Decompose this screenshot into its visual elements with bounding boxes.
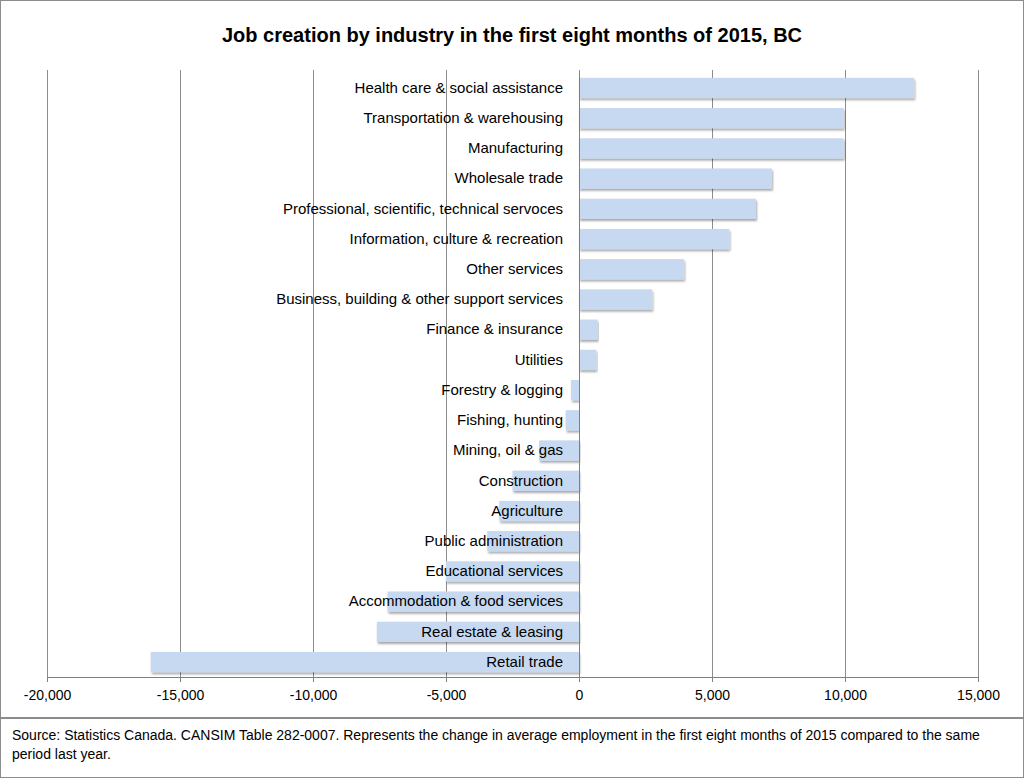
x-tick-label: -5,000	[427, 687, 467, 703]
grid-line	[579, 70, 580, 677]
bar	[579, 229, 729, 249]
category-tick: Utilities	[515, 351, 563, 368]
grid	[47, 70, 978, 677]
bar	[579, 138, 844, 158]
x-tick: -20,000	[24, 677, 72, 703]
bar	[579, 199, 756, 219]
category-tick: Construction	[479, 472, 563, 489]
grid-line	[845, 70, 846, 677]
x-tick-mark	[47, 677, 48, 682]
category-tick: Health care & social assistance	[355, 79, 563, 96]
category-tick: Mining, oil & gas	[453, 441, 563, 458]
bar	[579, 259, 684, 279]
x-axis-line	[48, 677, 979, 678]
x-tick-label: 0	[576, 687, 584, 703]
bar	[579, 78, 914, 98]
category-label: Public administration	[425, 532, 563, 549]
bar	[579, 289, 652, 309]
x-tick-label: 15,000	[957, 687, 1000, 703]
category-label: Mining, oil & gas	[453, 441, 563, 458]
bar	[566, 410, 579, 430]
x-tick-mark	[313, 677, 314, 682]
x-tick: -15,000	[157, 677, 205, 703]
category-label: Manufacturing	[468, 139, 563, 156]
category-label: Finance & insurance	[426, 320, 563, 337]
x-tick-label: -10,000	[290, 687, 338, 703]
source-frame	[1, 719, 1024, 778]
category-tick: Information, culture & recreation	[350, 230, 563, 247]
category-label: Professional, scientific, technical serv…	[283, 200, 563, 217]
chart-frame	[1, 1, 1024, 718]
category-label: Other services	[466, 260, 563, 277]
x-tick: -5,000	[427, 677, 467, 703]
category-label: Transportation & warehousing	[363, 109, 563, 126]
bar	[377, 622, 579, 642]
bar	[571, 380, 579, 400]
category-tick: Professional, scientific, technical serv…	[283, 200, 563, 217]
x-tick-label: 5,000	[695, 687, 730, 703]
x-tick-label: -15,000	[157, 687, 205, 703]
x-tick-mark	[180, 677, 181, 682]
category-tick: Agriculture	[491, 502, 563, 519]
category-tick: Other services	[466, 260, 563, 277]
x-tick-label: -20,000	[24, 687, 72, 703]
bar	[579, 108, 844, 128]
category-axis-line	[579, 74, 580, 678]
bar	[579, 168, 772, 188]
category-axis: Health care & social assistance Transport…	[276, 74, 579, 678]
category-label: Business, building & other support servi…	[276, 290, 563, 307]
chart-title: Job creation by industry in the first ei…	[222, 24, 802, 46]
category-label: Information, culture & recreation	[350, 230, 563, 247]
category-tick: Fishing, hunting	[457, 411, 563, 428]
category-label: Health care & social assistance	[355, 79, 563, 96]
grid-line	[446, 70, 447, 677]
x-axis: -20,000 -15,000 -10,000 -5,000 0 5,000 10,000 1…	[24, 677, 1000, 703]
x-tick-mark	[845, 677, 846, 682]
chart: Job creation by industry in the first ei…	[0, 0, 1024, 778]
category-tick: Wholesale trade	[455, 169, 563, 186]
category-tick: Retail trade	[486, 653, 563, 670]
bars	[151, 78, 914, 672]
x-tick-mark	[446, 677, 447, 682]
category-label: Wholesale trade	[455, 169, 563, 186]
x-tick-mark	[712, 677, 713, 682]
category-tick: Accommodation & food services	[349, 592, 563, 609]
x-tick: 0	[576, 677, 584, 703]
category-label: Retail trade	[486, 653, 563, 670]
x-tick-mark	[579, 677, 580, 682]
category-label: Construction	[479, 472, 563, 489]
category-label: Real estate & leasing	[421, 623, 563, 640]
bar	[579, 350, 596, 370]
source-note: Source: Statistics Canada. CANSIM Table …	[12, 726, 1012, 764]
bar	[151, 652, 579, 672]
category-tick: Transportation & warehousing	[363, 109, 563, 126]
category-tick: Public administration	[425, 532, 563, 549]
category-tick: Educational services	[425, 562, 563, 579]
category-label: Fishing, hunting	[457, 411, 563, 428]
category-tick: Finance & insurance	[426, 320, 563, 337]
category-tick: Forestry & logging	[441, 381, 563, 398]
category-label: Educational services	[425, 562, 563, 579]
grid-line	[978, 70, 979, 677]
x-tick-label: 10,000	[824, 687, 867, 703]
category-label: Accommodation & food services	[349, 592, 563, 609]
x-tick: 15,000	[957, 677, 1000, 703]
category-tick: Business, building & other support servi…	[276, 290, 563, 307]
category-tick: Real estate & leasing	[421, 623, 563, 640]
x-tick: -10,000	[290, 677, 338, 703]
category-label: Forestry & logging	[441, 381, 563, 398]
category-tick: Manufacturing	[468, 139, 563, 156]
x-tick: 10,000	[824, 677, 867, 703]
bar	[579, 320, 598, 340]
category-label: Utilities	[515, 351, 563, 368]
grid-line	[47, 70, 48, 677]
x-tick: 5,000	[695, 677, 730, 703]
category-label: Agriculture	[491, 502, 563, 519]
grid-line	[313, 70, 314, 677]
grid-line	[180, 70, 181, 677]
grid-line	[712, 70, 713, 677]
x-tick-mark	[978, 677, 979, 682]
